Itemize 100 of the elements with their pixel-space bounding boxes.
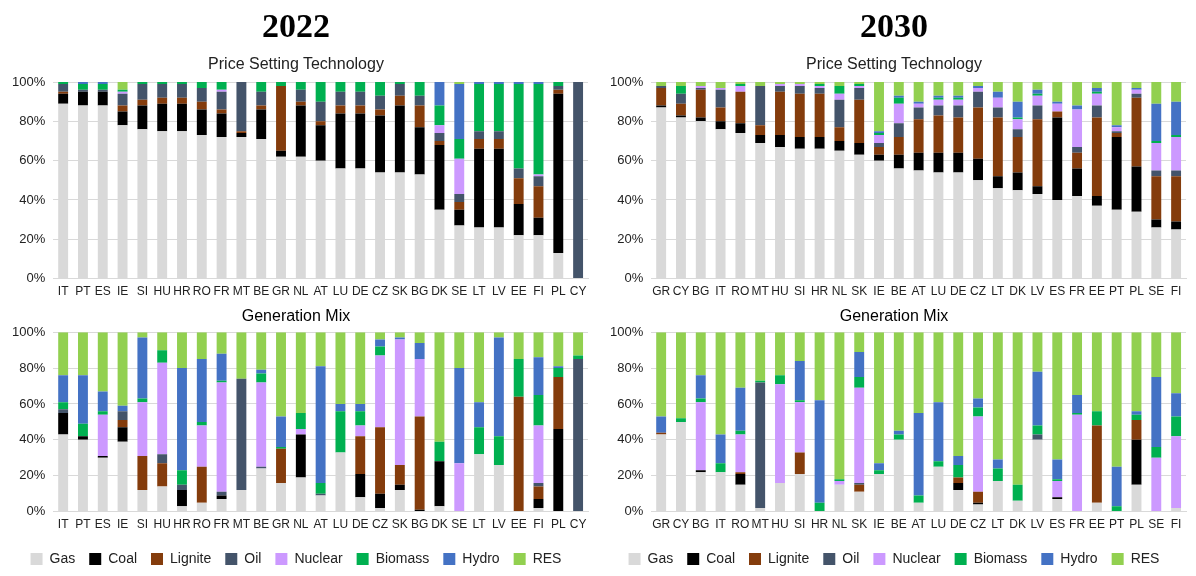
chart-subtitle: Price Setting Technology: [806, 54, 982, 72]
x-tick-label: MT: [751, 284, 770, 299]
x-tick-label: HR: [173, 517, 191, 532]
x-tick-label: IE: [873, 517, 885, 532]
x-tick-label: MT: [751, 517, 770, 532]
x-tick-label: CZ: [372, 517, 389, 532]
y-tick-label: 0%: [624, 503, 644, 519]
x-tick-label: PL: [550, 517, 566, 532]
legend-label: Gas: [49, 549, 76, 566]
x-tick-label: LV: [491, 284, 506, 299]
x-tick-label: LV: [1030, 517, 1045, 532]
y-tick-label: 20%: [19, 230, 46, 246]
y-tick-label: 40%: [617, 191, 644, 207]
y-tick-label: 100%: [12, 323, 46, 339]
y-tick-label: 0%: [26, 503, 46, 519]
x-tick-label: CZ: [372, 284, 389, 299]
x-tick-label: AT: [911, 517, 927, 532]
x-tick-label: MT: [232, 284, 251, 299]
x-tick-label: AT: [313, 284, 329, 299]
x-tick-label: LT: [472, 284, 487, 299]
x-tick-label: DE: [949, 517, 967, 532]
x-tick-label: IT: [715, 517, 727, 532]
x-tick-label: HU: [771, 517, 789, 532]
legend-label: Lignite: [170, 549, 212, 566]
legend-label: Coal: [706, 549, 736, 566]
x-tick-label: DK: [431, 517, 448, 532]
x-tick-label: SK: [851, 284, 868, 299]
x-tick-label: CZ: [970, 517, 987, 532]
x-tick-label: CY: [672, 517, 690, 532]
x-tick-label: GR: [272, 517, 291, 532]
x-tick-label: LT: [472, 517, 487, 532]
x-tick-label: DE: [949, 284, 967, 299]
x-tick-label: BG: [692, 517, 710, 532]
legend-label: Oil: [244, 549, 262, 566]
x-tick-label: ES: [94, 517, 111, 532]
x-tick-label: RO: [731, 284, 750, 299]
x-tick-label: EE: [510, 517, 527, 532]
y-tick-label: 40%: [617, 431, 644, 447]
legend-label: Gas: [647, 549, 674, 566]
x-tick-label: HU: [771, 284, 789, 299]
x-tick-label: SE: [451, 284, 468, 299]
y-tick-label: 20%: [617, 230, 644, 246]
y-tick-label: 60%: [617, 395, 644, 411]
legend-label: RES: [532, 549, 562, 566]
x-tick-label: LV: [1030, 284, 1045, 299]
x-tick-label: CZ: [970, 284, 987, 299]
x-tick-label: PT: [1109, 517, 1126, 532]
y-tick-label: 60%: [617, 152, 644, 168]
x-tick-label: SI: [794, 284, 806, 299]
x-tick-label: GR: [272, 284, 291, 299]
x-tick-label: SI: [136, 284, 149, 299]
legend-label: RES: [1130, 549, 1160, 566]
x-tick-label: ES: [1049, 517, 1066, 532]
x-tick-label: GR: [652, 284, 671, 299]
x-tick-label: PT: [1109, 284, 1126, 299]
x-tick-label: BE: [890, 284, 907, 299]
x-tick-label: EE: [510, 284, 527, 299]
x-tick-label: FI: [1170, 517, 1182, 532]
x-tick-label: ES: [94, 284, 111, 299]
x-tick-label: FR: [1069, 517, 1086, 532]
x-tick-label: DE: [351, 284, 369, 299]
y-tick-label: 80%: [19, 359, 46, 375]
legend-label: Lignite: [768, 549, 810, 566]
legend-label: Hydro: [462, 549, 500, 566]
chart-title: Generation Mix: [839, 307, 949, 325]
x-tick-label: PT: [75, 284, 92, 299]
x-tick-label: LT: [991, 284, 1006, 299]
x-tick-label: FI: [533, 284, 544, 299]
x-tick-label: HR: [173, 284, 191, 299]
x-tick-label: MT: [232, 517, 251, 532]
x-tick-label: ES: [1049, 284, 1066, 299]
x-tick-label: RO: [192, 284, 211, 299]
x-tick-label: DK: [1009, 517, 1026, 532]
legend-label: Nuclear: [892, 549, 941, 566]
x-tick-label: GR: [652, 517, 671, 532]
x-tick-label: DE: [351, 517, 369, 532]
y-tick-label: 0%: [26, 270, 46, 286]
x-tick-label: LV: [491, 517, 506, 532]
x-tick-label: PT: [75, 517, 92, 532]
y-tick-label: 0%: [624, 270, 644, 286]
x-tick-label: AT: [313, 517, 329, 532]
x-tick-label: LU: [332, 517, 349, 532]
x-tick-label: BG: [692, 284, 710, 299]
x-tick-label: BG: [410, 284, 429, 299]
legend-label: Oil: [842, 549, 860, 566]
y-tick-label: 60%: [19, 395, 46, 411]
x-tick-label: FR: [213, 284, 230, 299]
y-tick-label: 100%: [610, 323, 644, 339]
legend-label: Biomass: [375, 549, 430, 566]
y-tick-label: 40%: [19, 431, 46, 447]
x-tick-label: RO: [192, 517, 211, 532]
y-tick-label: 100%: [12, 73, 46, 89]
legend-label: Coal: [108, 549, 138, 566]
x-tick-label: CY: [569, 517, 587, 532]
y-tick-label: 80%: [617, 359, 644, 375]
x-tick-label: SK: [851, 517, 868, 532]
x-tick-label: LU: [332, 284, 349, 299]
x-tick-label: SI: [794, 517, 806, 532]
chart-title: 2022: [262, 7, 330, 45]
legend-label: Nuclear: [294, 549, 343, 566]
